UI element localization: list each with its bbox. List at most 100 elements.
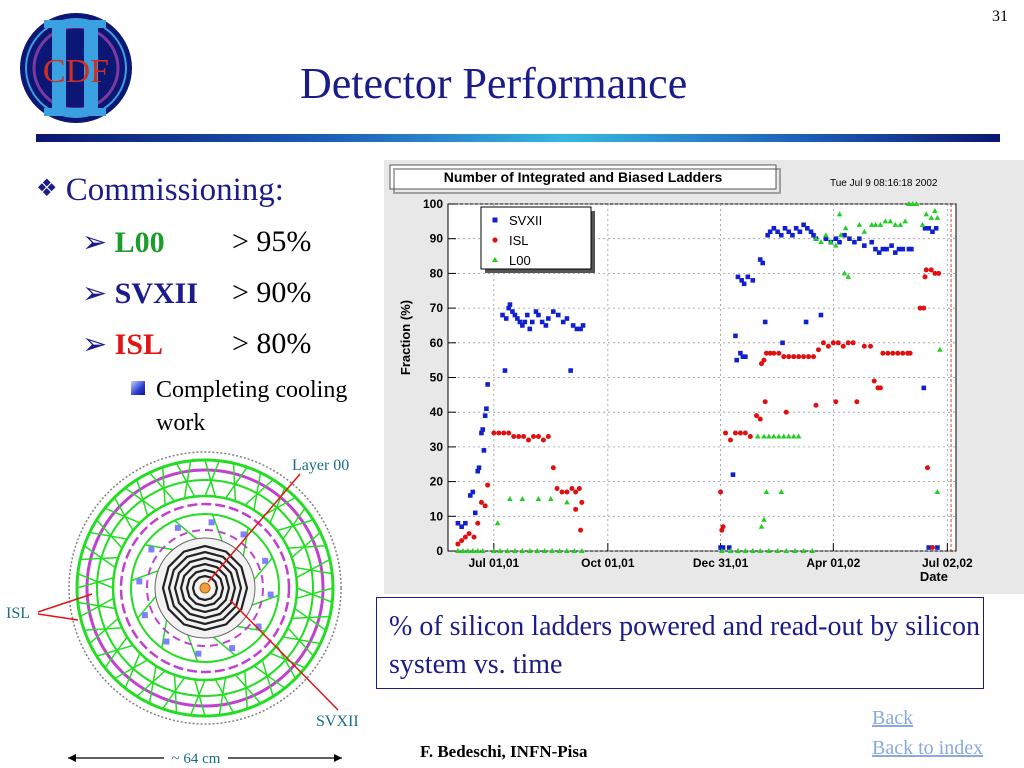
isl-strut bbox=[175, 462, 196, 497]
data-point bbox=[723, 430, 729, 436]
data-point bbox=[872, 221, 879, 227]
data-point bbox=[550, 465, 556, 471]
isl-strut bbox=[294, 566, 333, 575]
isl-strut bbox=[114, 659, 149, 680]
isl-strut bbox=[253, 665, 286, 689]
svx-strut bbox=[187, 634, 199, 662]
data-point bbox=[896, 246, 902, 252]
data-point bbox=[930, 229, 935, 235]
data-point bbox=[571, 548, 578, 553]
data-point bbox=[535, 433, 541, 439]
data-point bbox=[462, 534, 468, 540]
data-point bbox=[841, 270, 848, 276]
arrow-bullet-icon: ➢ bbox=[82, 226, 108, 259]
data-point bbox=[506, 430, 512, 436]
data-point bbox=[771, 225, 777, 231]
data-point bbox=[932, 270, 938, 276]
isl-strut bbox=[287, 544, 326, 549]
data-point bbox=[895, 350, 901, 356]
data-point bbox=[922, 274, 928, 280]
data-point bbox=[909, 246, 914, 252]
svx-module bbox=[262, 557, 269, 564]
back-to-index-link[interactable]: Back to index bbox=[872, 737, 984, 759]
data-point bbox=[579, 499, 585, 505]
isl-strut bbox=[84, 627, 123, 632]
svx-module bbox=[267, 591, 274, 598]
data-point bbox=[472, 510, 478, 516]
data-point bbox=[761, 516, 767, 522]
y-tick-label: 90 bbox=[430, 232, 444, 246]
data-point bbox=[469, 548, 476, 553]
data-point bbox=[791, 354, 797, 360]
data-point bbox=[790, 433, 797, 439]
main-bullet-text: Commissioning: bbox=[65, 172, 284, 208]
data-point bbox=[574, 326, 580, 332]
back-link[interactable]: Back bbox=[872, 707, 914, 729]
data-point bbox=[482, 503, 488, 509]
data-point bbox=[465, 548, 471, 553]
y-tick-label: 70 bbox=[430, 301, 444, 315]
data-point bbox=[815, 347, 821, 353]
data-point bbox=[926, 545, 932, 550]
y-tick-label: 50 bbox=[430, 371, 444, 385]
data-point bbox=[569, 486, 575, 492]
data-point bbox=[861, 343, 867, 349]
svx-strut bbox=[174, 519, 197, 540]
data-point bbox=[507, 302, 513, 307]
isl-strut bbox=[261, 496, 296, 517]
data-point bbox=[520, 323, 525, 328]
data-point bbox=[512, 312, 518, 318]
data-point bbox=[491, 548, 497, 553]
data-point bbox=[778, 489, 785, 495]
data-point bbox=[809, 548, 816, 553]
isl-outer-layer bbox=[85, 468, 325, 708]
data-point bbox=[923, 267, 929, 273]
legend-marker bbox=[492, 217, 498, 223]
data-point bbox=[825, 343, 831, 349]
data-point bbox=[785, 433, 792, 439]
layer00-core bbox=[199, 582, 211, 594]
isl-strut bbox=[296, 558, 331, 579]
data-point bbox=[762, 319, 768, 325]
bullet-label: ISL bbox=[114, 328, 164, 361]
y-axis-label: Fraction (%) bbox=[398, 300, 413, 375]
data-point bbox=[783, 548, 790, 553]
svx-outer-ring bbox=[130, 513, 280, 663]
svx-module bbox=[255, 623, 262, 630]
data-point bbox=[828, 239, 834, 245]
bullet-isl: ➢ ISL > 80% bbox=[82, 327, 382, 362]
data-point bbox=[877, 221, 884, 227]
data-point bbox=[460, 548, 466, 553]
data-point bbox=[519, 495, 526, 501]
data-point bbox=[754, 433, 761, 439]
main-bullet: ❖ Commissioning: bbox=[36, 172, 284, 209]
isl-strut bbox=[183, 460, 192, 499]
data-point bbox=[541, 548, 548, 553]
svx-strut bbox=[144, 544, 174, 551]
data-point bbox=[551, 309, 556, 314]
y-tick-label: 40 bbox=[430, 405, 444, 419]
data-point bbox=[463, 520, 468, 526]
data-point bbox=[730, 472, 736, 477]
x-tick-label: Dec 31,01 bbox=[693, 556, 749, 570]
isl-strut bbox=[148, 665, 157, 704]
data-point bbox=[737, 430, 743, 436]
data-point bbox=[522, 319, 528, 325]
data-point bbox=[491, 430, 497, 436]
data-point bbox=[455, 541, 461, 547]
data-point bbox=[837, 232, 844, 238]
data-point bbox=[837, 239, 842, 245]
data-point bbox=[801, 222, 806, 228]
svx-strut bbox=[131, 570, 159, 582]
x-tick-label: Oct 01,01 bbox=[581, 556, 635, 570]
svx-module bbox=[163, 638, 170, 645]
data-point bbox=[873, 246, 878, 252]
isl-strut bbox=[204, 460, 221, 497]
data-point bbox=[527, 326, 533, 332]
isl-strut bbox=[79, 597, 114, 618]
isl-strut bbox=[294, 607, 327, 631]
data-point bbox=[485, 482, 491, 488]
data-point bbox=[511, 433, 517, 439]
svx-module bbox=[240, 531, 247, 538]
data-point bbox=[907, 350, 913, 356]
